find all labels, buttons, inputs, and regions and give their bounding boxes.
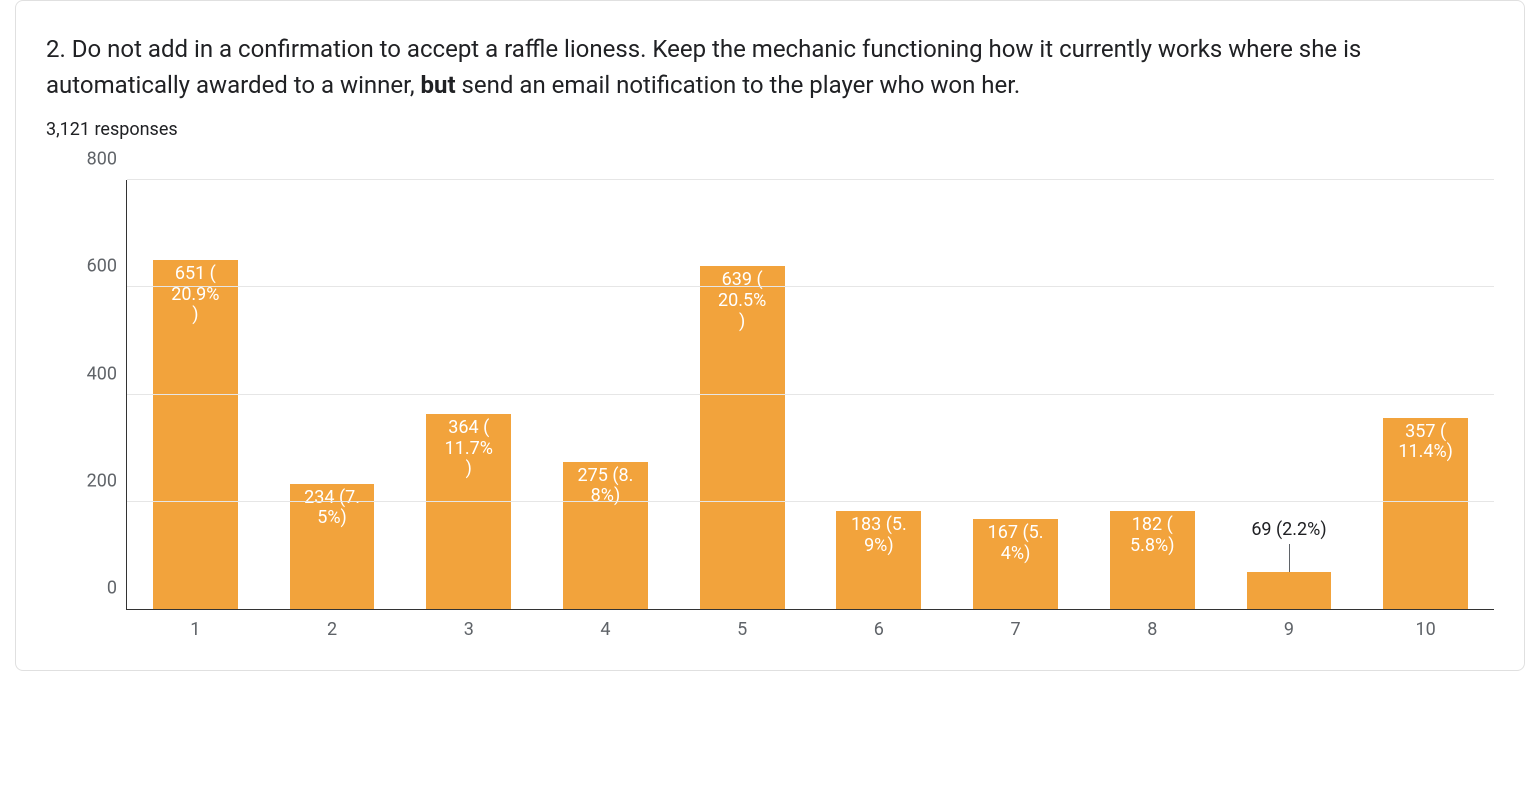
bar-label: 167 (5. 4%) xyxy=(970,523,1062,564)
gridline xyxy=(127,179,1494,180)
gridline xyxy=(127,394,1494,395)
bar-column: 234 (7. 5%)2 xyxy=(264,180,401,609)
bar[interactable]: 639 ( 20.5% ) xyxy=(700,266,785,609)
bar-label: 182 ( 5.8%) xyxy=(1106,515,1198,556)
y-tick-label: 600 xyxy=(87,256,117,277)
gridline xyxy=(127,286,1494,287)
y-tick-label: 400 xyxy=(87,363,117,384)
y-tick-label: 200 xyxy=(87,470,117,491)
bars-container: 651 ( 20.9% )1234 (7. 5%)2364 ( 11.7% )3… xyxy=(127,180,1494,609)
y-tick-label: 800 xyxy=(87,149,117,170)
bar[interactable]: 234 (7. 5%) xyxy=(290,484,375,609)
bar-label: 183 (5. 9%) xyxy=(833,515,925,556)
bar-column: 183 (5. 9%)6 xyxy=(811,180,948,609)
bar-label: 651 ( 20.9% ) xyxy=(149,264,241,326)
bar-column: 639 ( 20.5% )5 xyxy=(674,180,811,609)
bar[interactable]: 183 (5. 9%) xyxy=(836,511,921,609)
bar[interactable]: 364 ( 11.7% ) xyxy=(426,414,511,609)
x-tick-label: 9 xyxy=(1284,619,1294,640)
bar-column: 69 (2.2%)9 xyxy=(1221,180,1358,609)
question-title: 2. Do not add in a confirmation to accep… xyxy=(46,31,1494,103)
x-tick-label: 4 xyxy=(600,619,610,640)
bar-label: 639 ( 20.5% ) xyxy=(696,270,788,332)
gridline xyxy=(127,501,1494,502)
x-tick-label: 2 xyxy=(327,619,337,640)
bar-label: 357 ( 11.4%) xyxy=(1380,422,1472,463)
x-tick-label: 10 xyxy=(1416,619,1436,640)
bar[interactable]: 167 (5. 4%) xyxy=(973,519,1058,609)
bar-chart: 651 ( 20.9% )1234 (7. 5%)2364 ( 11.7% )3… xyxy=(46,180,1494,650)
bar[interactable]: 182 ( 5.8%) xyxy=(1110,511,1195,609)
bar-label: 364 ( 11.7% ) xyxy=(423,418,515,480)
bar-column: 167 (5. 4%)7 xyxy=(947,180,1084,609)
x-tick-label: 8 xyxy=(1147,619,1157,640)
bar-label: 69 (2.2%) xyxy=(1251,519,1326,540)
bar-column: 182 ( 5.8%)8 xyxy=(1084,180,1221,609)
bar[interactable]: 357 ( 11.4%) xyxy=(1383,418,1468,609)
x-tick-label: 6 xyxy=(874,619,884,640)
question-bold: but xyxy=(421,71,456,99)
x-tick-label: 3 xyxy=(464,619,474,640)
bar[interactable]: 275 (8. 8%) xyxy=(563,462,648,609)
bar-column: 651 ( 20.9% )1 xyxy=(127,180,264,609)
bar-column: 364 ( 11.7% )3 xyxy=(400,180,537,609)
bar-column: 275 (8. 8%)4 xyxy=(537,180,674,609)
x-tick-label: 1 xyxy=(190,619,200,640)
label-leader xyxy=(1289,544,1290,572)
x-tick-label: 7 xyxy=(1011,619,1021,640)
bar[interactable]: 69 (2.2%) xyxy=(1247,572,1332,609)
x-tick-label: 5 xyxy=(737,619,747,640)
question-post: send an email notification to the player… xyxy=(456,71,1021,99)
response-count: 3,121 responses xyxy=(46,119,1494,140)
y-tick-label: 0 xyxy=(107,578,117,599)
bar-label: 234 (7. 5%) xyxy=(286,488,378,529)
plot-area: 651 ( 20.9% )1234 (7. 5%)2364 ( 11.7% )3… xyxy=(126,180,1494,610)
chart-card: 2. Do not add in a confirmation to accep… xyxy=(15,0,1525,671)
bar-column: 357 ( 11.4%)10 xyxy=(1357,180,1494,609)
bar[interactable]: 651 ( 20.9% ) xyxy=(153,260,238,609)
